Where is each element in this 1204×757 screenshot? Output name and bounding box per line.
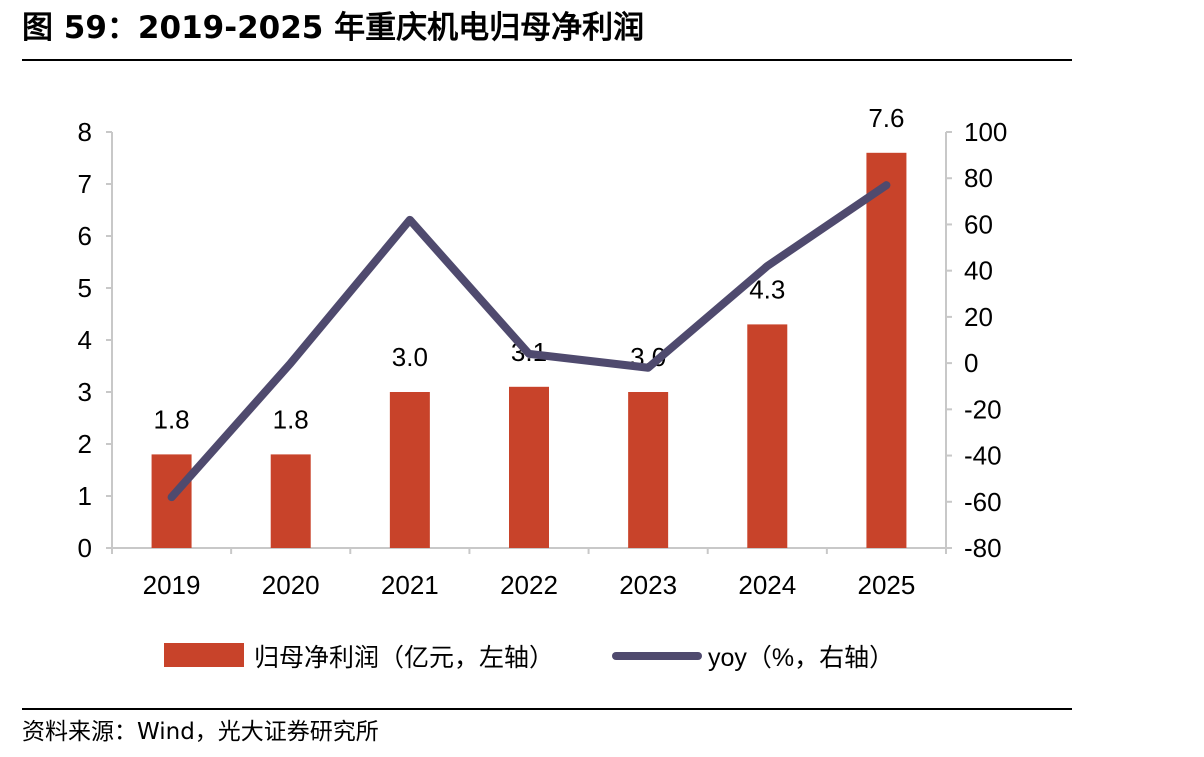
yoy-line — [167, 181, 891, 502]
bar-value-label: 1.8 — [273, 404, 309, 434]
right-tick-label: 100 — [964, 117, 1007, 147]
yoy-line-layer — [167, 181, 891, 502]
x-tick-label: 2023 — [619, 570, 677, 600]
left-tick-label: 2 — [78, 429, 92, 459]
left-tick-label: 4 — [78, 325, 92, 355]
x-tick-label: 2025 — [858, 570, 916, 600]
bar — [389, 392, 430, 548]
right-tick-label: -80 — [964, 533, 1002, 563]
right-tick-label: -20 — [964, 394, 1002, 424]
bars — [151, 152, 907, 549]
bar-labels: 1.8 1.83.0 3.1 3.04.37.6 — [153, 103, 904, 435]
bar — [270, 454, 311, 548]
bar — [509, 386, 549, 548]
bar — [151, 454, 192, 548]
bar-value-label: 3.0 — [392, 342, 428, 372]
bar — [747, 324, 788, 548]
left-tick-label: 1 — [78, 481, 92, 511]
left-tick-label: 3 — [78, 377, 92, 407]
legend-bar-label: 归母净利润（亿元，左轴） — [254, 644, 554, 672]
legend: 归母净利润（亿元，左轴） yoy（%，右轴） — [164, 643, 894, 672]
figure-title: 图 59：2019-2025 年重庆机电归母净利润 — [22, 10, 645, 46]
legend-bar-swatch — [164, 643, 244, 667]
bar-value-label: 1.8 — [153, 404, 189, 434]
right-tick-label: 0 — [964, 348, 978, 378]
bar — [628, 392, 669, 548]
legend-line-label: yoy（%，右轴） — [708, 644, 894, 672]
left-tick-label: 6 — [78, 221, 92, 251]
right-tick-label: 20 — [964, 302, 993, 332]
left-tick-label: 8 — [78, 117, 92, 147]
x-tick-label: 2021 — [381, 570, 439, 600]
top-rule — [22, 59, 1072, 61]
right-tick-label: -60 — [964, 487, 1002, 517]
source-note: 资料来源：Wind，光大证券研究所 — [22, 719, 379, 745]
x-tick-label: 2019 — [143, 570, 201, 600]
bottom-rule — [22, 708, 1072, 710]
left-tick-label: 0 — [78, 533, 92, 563]
right-tick-label: 80 — [964, 163, 993, 193]
right-tick-label: 60 — [964, 209, 993, 239]
bar — [866, 152, 907, 549]
left-tick-label: 7 — [78, 169, 92, 199]
x-tick-label: 2020 — [262, 570, 320, 600]
left-tick-label: 5 — [78, 273, 92, 303]
x-tick-label: 2022 — [500, 570, 558, 600]
x-tick-label: 2024 — [738, 570, 796, 600]
right-tick-label: -40 — [964, 441, 1002, 471]
axes: 0 1 2 3 4 5 6 7 8 -80 -60 -40 -20 0 20 40 60 80 100 2019 202… — [78, 117, 1008, 600]
bar-value-label: 7.6 — [868, 103, 904, 133]
right-tick-label: 40 — [964, 256, 993, 286]
